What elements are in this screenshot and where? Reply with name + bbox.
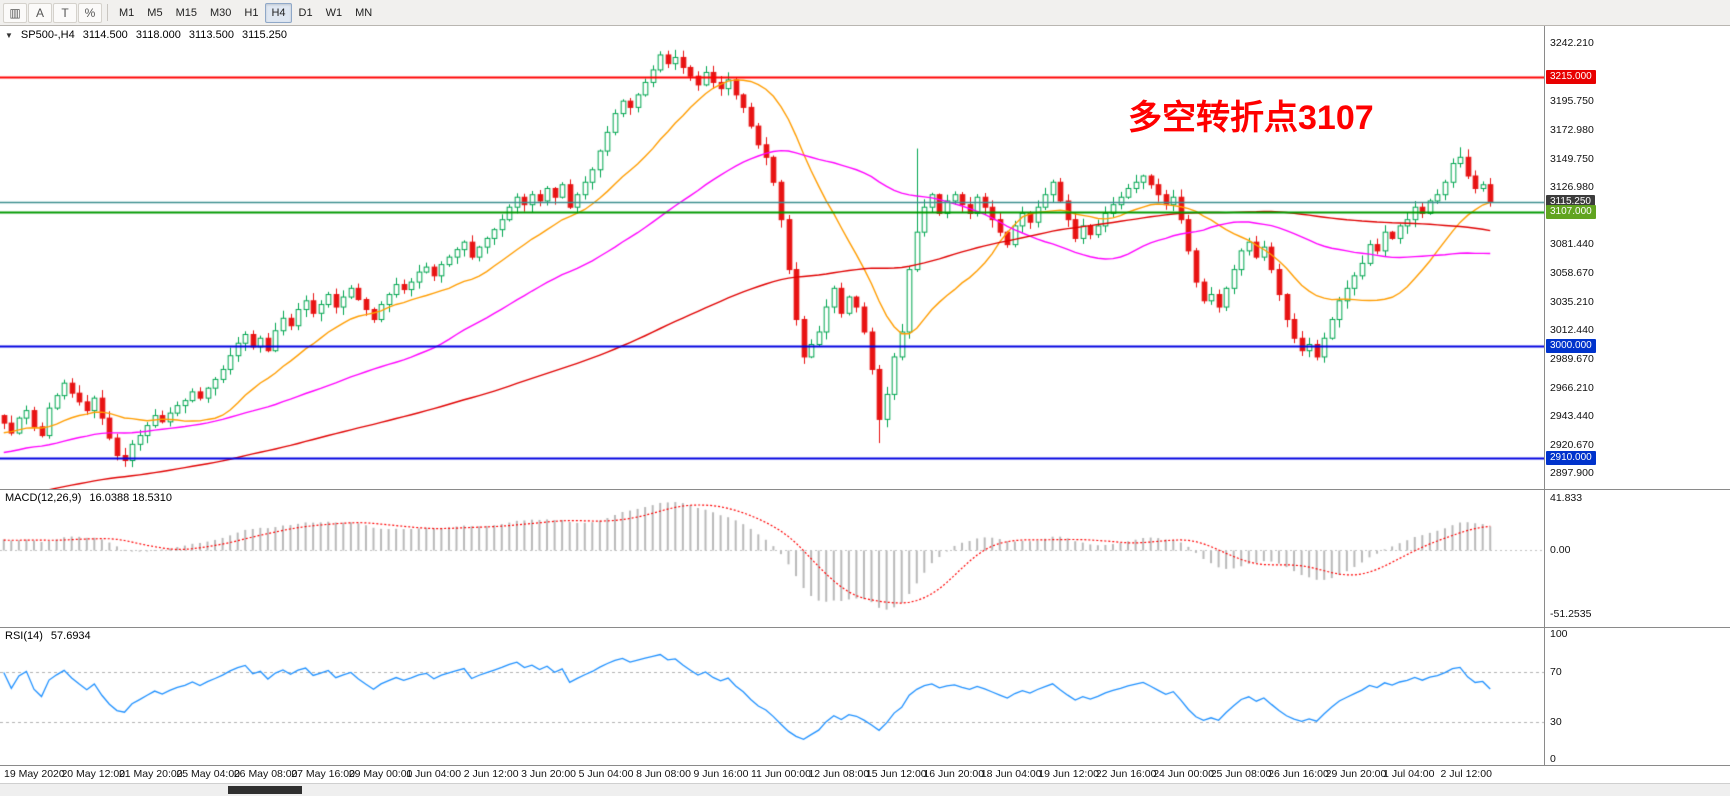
ohlc-close-value: 3115.250 bbox=[241, 29, 288, 41]
time-axis-label: 29 May 00:00 bbox=[348, 768, 413, 780]
collapse-arrow-icon[interactable]: ▼ bbox=[5, 30, 13, 40]
macd-axis-tick: 0.00 bbox=[1550, 543, 1571, 556]
timeframe-button-m30[interactable]: M30 bbox=[209, 6, 232, 19]
time-axis[interactable]: 19 May 2020 20 May 12:00 21 May 20:00 25 Ma… bbox=[0, 766, 1730, 784]
timeframe-button-h4[interactable]: H4 bbox=[265, 2, 292, 23]
time-axis-label: 27 May 16:00 bbox=[291, 768, 355, 780]
horizontal-scrollbar[interactable] bbox=[0, 784, 1730, 796]
zigzag-indicator-icon[interactable]: % bbox=[78, 2, 102, 23]
time-axis-label: 9 Jun 16:00 bbox=[693, 768, 749, 780]
time-axis-label: 21 May 20:00 bbox=[118, 768, 183, 780]
price-axis[interactable]: 3242.210 3195.750 3172.980 3149.750 3126.980… bbox=[1544, 26, 1730, 489]
time-axis-label: 18 Jun 04:00 bbox=[980, 768, 1042, 780]
price-tag-2910.000: 2910.000 bbox=[1546, 451, 1596, 466]
top-toolbar: ▥ A T% M1 M5 M15 M30 H1 H4 D1 W1 MN bbox=[0, 0, 1730, 26]
price-tag-3000.000: 3000.000 bbox=[1546, 338, 1596, 353]
time-axis-label: 8 Jun 08:00 bbox=[636, 768, 691, 780]
price-axis-tick: 2989.670 bbox=[1550, 352, 1594, 365]
chart-annotation-text: 多空转折点3107 bbox=[1128, 99, 1374, 137]
price-axis-tick: 3035.210 bbox=[1550, 295, 1594, 308]
time-axis-label: 19 Jun 12:00 bbox=[1038, 768, 1100, 780]
price-axis-tick: 3058.670 bbox=[1550, 266, 1594, 279]
macd-axis[interactable]: 41.833 0.00 -51.2535 bbox=[1544, 490, 1730, 627]
macd-label: MACD(12,26,9) 16.0388 18.5310 bbox=[5, 492, 172, 504]
time-axis-label: 25 Jun 08:00 bbox=[1210, 768, 1272, 780]
ohlc-open-value: 3114.500 bbox=[82, 29, 128, 41]
macd-axis-tick: 41.833 bbox=[1550, 491, 1583, 504]
time-axis-label: 26 Jun 16:00 bbox=[1268, 768, 1329, 780]
macd-name-label: MACD(12,26,9) bbox=[5, 492, 82, 504]
rsi-axis-tick: 100 bbox=[1550, 628, 1568, 640]
time-axis-label: 3 Jun 20:00 bbox=[521, 768, 577, 780]
time-axis-label: 2 Jul 12:00 bbox=[1440, 768, 1492, 780]
time-axis-label: 22 Jun 16:00 bbox=[1095, 768, 1157, 780]
price-axis-tick: 2943.440 bbox=[1550, 410, 1594, 423]
timeframe-button-w1[interactable]: W1 bbox=[325, 6, 343, 19]
time-axis-label: 11 Jun 00:00 bbox=[751, 768, 811, 780]
timeframe-button-m15[interactable]: M15 bbox=[175, 6, 197, 19]
rsi-name-label: RSI(14) bbox=[5, 630, 43, 642]
timeframe-button-d1[interactable]: D1 bbox=[298, 6, 313, 19]
rsi-label: RSI(14) 57.6934 bbox=[5, 630, 91, 642]
rsi-axis-tick: 30 bbox=[1550, 715, 1562, 728]
price-axis-tick: 2920.670 bbox=[1550, 438, 1594, 451]
time-axis-label: 2 Jun 12:00 bbox=[463, 768, 519, 780]
timeframe-button-m5[interactable]: M5 bbox=[147, 6, 163, 19]
timeframe-button-mn[interactable]: MN bbox=[355, 6, 373, 19]
price-chart-canvas[interactable] bbox=[0, 26, 1544, 489]
macd-values-label: 16.0388 18.5310 bbox=[89, 492, 173, 504]
price-axis-tick: 3172.980 bbox=[1550, 123, 1594, 136]
macd-canvas[interactable] bbox=[0, 490, 1544, 627]
time-axis-label: 15 Jun 12:00 bbox=[865, 768, 927, 780]
time-axis-label: 1 Jul 04:00 bbox=[1383, 768, 1435, 780]
timeframe-button-m1[interactable]: M1 bbox=[119, 6, 135, 19]
symbol-period-label: SP500-,H4 bbox=[20, 29, 75, 41]
timeframe-toolbar: M1 M5 M15 M30 H1 H4 D1 W1 MN bbox=[113, 2, 378, 23]
ohlc-low-value: 3113.500 bbox=[188, 29, 234, 41]
price-axis-tick: 3126.980 bbox=[1550, 181, 1594, 194]
price-axis-tick: 3242.210 bbox=[1550, 37, 1594, 50]
time-axis-label: 5 Jun 04:00 bbox=[578, 768, 634, 780]
rsi-value-label: 57.6934 bbox=[50, 630, 91, 642]
rsi-axis[interactable]: 100 70 30 0 bbox=[1544, 628, 1730, 765]
main-chart-panel: 3242.210 3195.750 3172.980 3149.750 3126.980… bbox=[0, 26, 1730, 490]
time-axis-label: 26 May 08:00 bbox=[233, 768, 298, 780]
price-tag-3215.000: 3215.000 bbox=[1546, 70, 1596, 85]
scrollbar-thumb[interactable] bbox=[228, 786, 302, 794]
timeframe-button-h1[interactable]: H1 bbox=[244, 6, 259, 19]
rsi-axis-tick: 0 bbox=[1550, 753, 1556, 765]
toolbar-icons-group: ▥ A T% bbox=[3, 2, 102, 23]
time-axis-label: 12 Jun 08:00 bbox=[808, 768, 870, 780]
rsi-axis-tick: 70 bbox=[1550, 665, 1562, 678]
time-axis-label: 16 Jun 20:00 bbox=[923, 768, 985, 780]
charts-grid-icon[interactable]: ▥ bbox=[3, 2, 27, 23]
chart-shift-button[interactable]: T bbox=[53, 2, 77, 23]
rsi-panel: 100 70 30 0 RSI(14) 57.6934 bbox=[0, 628, 1730, 766]
price-tag-3107.000: 3107.000 bbox=[1546, 205, 1596, 220]
macd-panel: 41.833 0.00 -51.2535 MACD(12,26,9) 16.0388… bbox=[0, 490, 1730, 628]
price-axis-tick: 3081.440 bbox=[1550, 238, 1594, 251]
toolbar-separator bbox=[107, 4, 108, 21]
time-axis-label: 19 May 2020 bbox=[4, 768, 65, 780]
time-axis-label: 20 May 12:00 bbox=[61, 768, 126, 780]
price-axis-tick: 2897.900 bbox=[1550, 467, 1594, 480]
rsi-canvas[interactable] bbox=[0, 628, 1544, 765]
chart-header: ▼ SP500-,H4 3114.500 3118.000 3113.500 3… bbox=[5, 29, 287, 41]
time-axis-label: 24 Jun 00:00 bbox=[1153, 768, 1214, 780]
macd-axis-tick: -51.2535 bbox=[1550, 607, 1592, 620]
auto-scroll-button[interactable]: A bbox=[28, 2, 52, 23]
price-axis-tick: 2966.210 bbox=[1550, 381, 1594, 394]
time-axis-label: 1 Jun 04:00 bbox=[406, 768, 462, 780]
price-axis-tick: 3195.750 bbox=[1550, 95, 1594, 108]
ohlc-high-value: 3118.000 bbox=[135, 29, 181, 41]
time-axis-label: 29 Jun 20:00 bbox=[1325, 768, 1387, 780]
time-axis-label: 25 May 04:00 bbox=[176, 768, 241, 780]
price-axis-tick: 3012.440 bbox=[1550, 324, 1594, 337]
price-axis-tick: 3149.750 bbox=[1550, 152, 1594, 165]
